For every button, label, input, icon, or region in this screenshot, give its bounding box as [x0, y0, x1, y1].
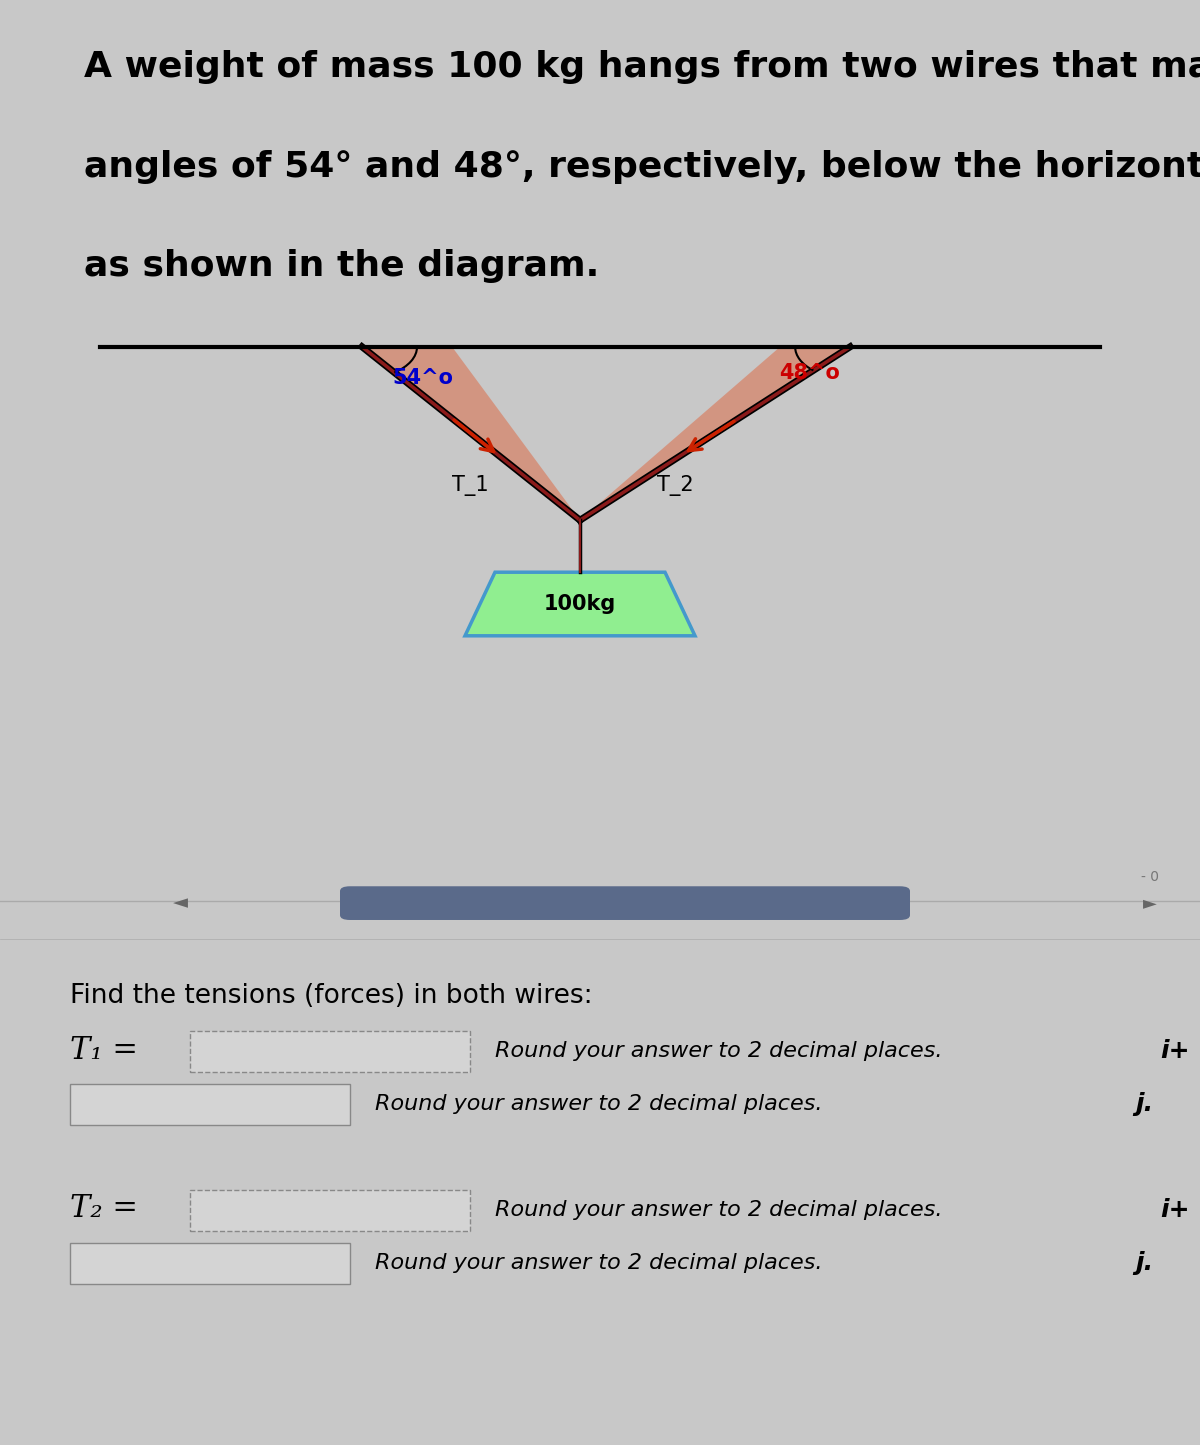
Text: i+: i+ — [1160, 1039, 1189, 1064]
Polygon shape — [362, 347, 580, 520]
Text: 54^o: 54^o — [392, 368, 454, 389]
Polygon shape — [466, 572, 695, 636]
Text: 48^o: 48^o — [779, 363, 840, 383]
Text: Round your answer to 2 decimal places.: Round your answer to 2 decimal places. — [374, 1253, 822, 1273]
FancyBboxPatch shape — [70, 1084, 350, 1124]
Polygon shape — [580, 347, 850, 520]
Text: j.: j. — [1135, 1251, 1153, 1274]
Text: - 0: - 0 — [1141, 870, 1159, 884]
Text: A weight of mass 100 kg hangs from two wires that make: A weight of mass 100 kg hangs from two w… — [84, 49, 1200, 84]
FancyBboxPatch shape — [190, 1030, 470, 1072]
Text: Round your answer to 2 decimal places.: Round your answer to 2 decimal places. — [494, 1042, 942, 1061]
FancyBboxPatch shape — [190, 1189, 470, 1231]
Text: ◄: ◄ — [173, 893, 187, 913]
Text: T₂ =: T₂ = — [70, 1194, 138, 1224]
Text: Round your answer to 2 decimal places.: Round your answer to 2 decimal places. — [494, 1201, 942, 1220]
Text: angles of 54° and 48°, respectively, below the horizontal,: angles of 54° and 48°, respectively, bel… — [84, 149, 1200, 184]
Text: as shown in the diagram.: as shown in the diagram. — [84, 249, 599, 283]
Text: Round your answer to 2 decimal places.: Round your answer to 2 decimal places. — [374, 1094, 822, 1114]
Text: T_1: T_1 — [451, 475, 488, 496]
Text: Find the tensions (forces) in both wires:: Find the tensions (forces) in both wires… — [70, 983, 593, 1009]
Text: ►: ► — [1144, 894, 1157, 912]
Text: j.: j. — [1135, 1092, 1153, 1116]
Text: i+: i+ — [1160, 1198, 1189, 1222]
Text: T₁ =: T₁ = — [70, 1035, 138, 1065]
FancyBboxPatch shape — [70, 1243, 350, 1283]
FancyBboxPatch shape — [340, 886, 910, 920]
Text: 100kg: 100kg — [544, 594, 616, 614]
Text: T_2: T_2 — [656, 475, 694, 496]
